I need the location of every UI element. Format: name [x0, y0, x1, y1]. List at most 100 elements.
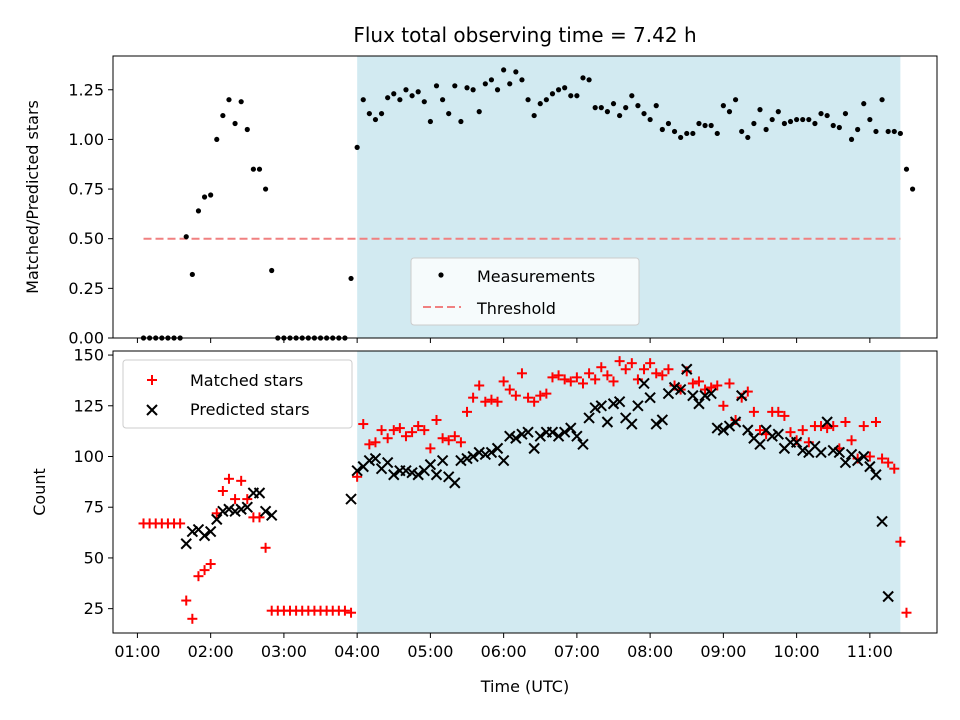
measurement-point [781, 120, 788, 127]
predicted-star-point [259, 505, 272, 517]
predicted-star-point [693, 398, 705, 410]
matched-star-point [822, 423, 833, 434]
bottom-y-tick-label: 150 [73, 346, 104, 365]
predicted-star-point [369, 452, 382, 465]
matched-star-point [877, 453, 888, 464]
bottom-y-tick-label: 100 [73, 447, 104, 466]
predicted-star-point [833, 446, 846, 459]
legend-marker-matched [147, 375, 157, 385]
matched-star-point [498, 376, 509, 387]
predicted-star-point [821, 416, 833, 428]
matched-star-point [175, 518, 186, 529]
measurement-point [562, 85, 568, 91]
measurement-point [592, 105, 598, 111]
bottom-y-tick-label: 25 [84, 599, 104, 618]
measurement-point [440, 97, 446, 103]
measurement-point [885, 128, 891, 135]
measurement-point [635, 103, 641, 109]
matched-star-point [895, 536, 906, 547]
predicted-star-point [534, 430, 546, 442]
matched-star-point [626, 358, 637, 369]
measurement-point [494, 87, 501, 93]
predicted-star-point [211, 513, 223, 526]
predicted-star-point [882, 590, 894, 603]
predicted-star-point [711, 422, 723, 434]
measurement-point [348, 275, 354, 282]
matched-star-point [181, 595, 192, 606]
predicted-star-point [699, 389, 711, 402]
measurement-point [201, 194, 208, 200]
top-legend: Measurements Threshold [410, 257, 640, 326]
matched-star-point [864, 451, 875, 462]
matched-star-point [394, 423, 405, 434]
measurement-point [861, 101, 867, 107]
top-y-tick-label: 0.25 [68, 279, 104, 298]
predicted-star-point [510, 432, 522, 444]
measurement-point [470, 87, 476, 93]
predicted-star-point [577, 438, 589, 451]
matched-star-point [523, 392, 534, 403]
matched-star-point [590, 374, 601, 385]
predicted-star-point [522, 426, 534, 438]
matched-star-point [584, 368, 595, 379]
x-tick-label: 09:00 [700, 642, 746, 661]
measurement-point [769, 116, 775, 123]
x-axis-label: Time (UTC) [480, 677, 569, 696]
matched-star-point [443, 435, 454, 446]
predicted-star-point [528, 442, 540, 455]
predicted-star-point [558, 426, 571, 438]
predicted-star-point [742, 424, 754, 436]
predicted-star-point [638, 377, 650, 390]
measurement-point [549, 91, 556, 97]
matched-star-point [565, 376, 576, 387]
predicted-star-point [229, 505, 241, 517]
matched-star-point [614, 356, 625, 367]
matched-star-point [693, 376, 704, 387]
measurement-point [189, 271, 195, 278]
matched-star-point [608, 376, 619, 387]
matched-star-point [535, 390, 546, 401]
matched-star-point [468, 392, 479, 403]
matched-star-point [773, 406, 784, 417]
matched-star-point [620, 364, 631, 375]
x-tick-label: 10:00 [774, 642, 820, 661]
predicted-star-point [790, 436, 803, 449]
measurement-point [446, 110, 452, 117]
predicted-star-point [473, 446, 485, 459]
predicted-star-point [491, 442, 504, 455]
measurement-point [482, 81, 488, 87]
measurement-point [360, 97, 366, 103]
matched-star-point [645, 358, 656, 369]
predicted-star-point [681, 363, 693, 375]
matched-star-point [889, 463, 900, 474]
predicted-star-point [198, 529, 211, 542]
matched-star-point [571, 372, 582, 383]
matched-star-point [205, 559, 216, 570]
top-panel: 0.00 0.25 0.50 0.75 1.00 1.25 Matched/Predict… [23, 55, 938, 348]
measurement-point [256, 166, 263, 172]
matched-star-point [187, 613, 198, 624]
x-tick-label: 05:00 [407, 642, 453, 661]
matched-star-point [516, 368, 527, 379]
matched-star-point [382, 433, 393, 444]
measurement-point [702, 122, 708, 129]
top-axes-frame [112, 55, 938, 339]
matched-star-point [455, 437, 466, 448]
matched-star-point [706, 382, 717, 393]
bottom-y-tick-label: 50 [84, 548, 104, 567]
matched-star-point [754, 425, 765, 436]
matched-star-point [858, 421, 869, 432]
measurement-point [690, 130, 696, 137]
matched-star-point [242, 494, 253, 505]
predicted-star-point [430, 469, 443, 481]
measurement-point [421, 99, 427, 105]
predicted-star-point [650, 418, 662, 430]
matched-star-point [883, 457, 894, 468]
predicted-star-point [858, 450, 870, 463]
predicted-star-point [180, 538, 192, 550]
matched-star-point [797, 425, 808, 436]
measurement-point [775, 109, 781, 115]
predicted-star-point [436, 454, 449, 467]
matched-star-point [193, 571, 204, 582]
measurement-point [507, 81, 513, 87]
